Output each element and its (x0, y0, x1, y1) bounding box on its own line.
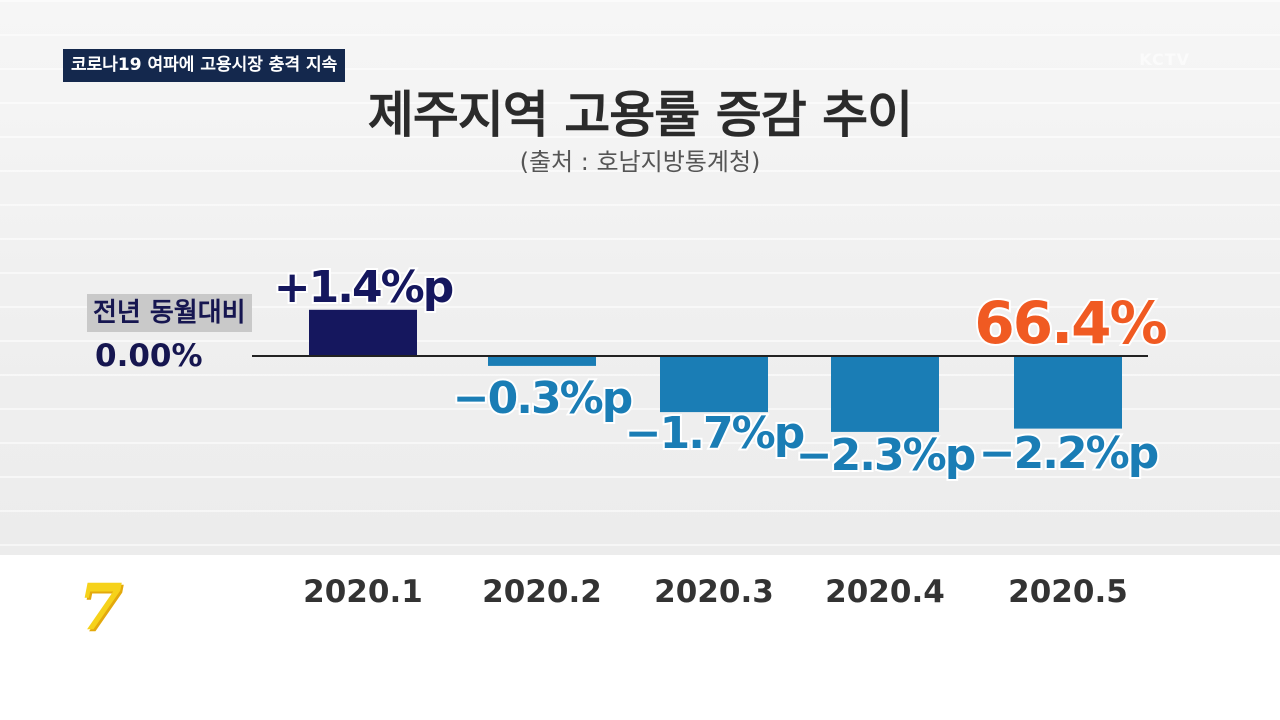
value-label-2020.3: −1.7%p (625, 408, 804, 459)
x-tick-2020.1: 2020.1 (303, 574, 423, 610)
channel-logo: 7 (78, 570, 123, 645)
annotation-value: 66.4% (974, 289, 1166, 357)
chart-subtitle: (출처 : 호남지방통계청) (519, 148, 761, 176)
bar-2020.4 (831, 356, 939, 432)
bar-2020.2 (488, 356, 596, 366)
bar-2020.5 (1014, 356, 1122, 429)
x-tick-2020.4: 2020.4 (825, 574, 945, 610)
value-label-2020.5: −2.2%p (979, 428, 1158, 479)
chart-title: 제주지역 고용률 증감 추이 (367, 86, 913, 144)
x-tick-2020.2: 2020.2 (482, 574, 602, 610)
baseline-label: 전년 동월대비 (87, 294, 252, 332)
bar-2020.3 (660, 356, 768, 413)
value-label-2020.2: −0.3%p (453, 373, 632, 424)
bar-2020.1 (309, 309, 417, 356)
panel-stripes (0, 0, 1280, 555)
value-label-2020.4: −2.3%p (796, 430, 975, 481)
topic-badge: 코로나19 여파에 고용시장 충격 지속 (63, 49, 346, 82)
x-tick-2020.3: 2020.3 (654, 574, 774, 610)
station-watermark: KCTV (1139, 50, 1190, 69)
x-tick-2020.5: 2020.5 (1008, 574, 1128, 610)
baseline-value: 0.00% (95, 338, 203, 374)
value-label-2020.1: +1.4%p (274, 262, 453, 313)
